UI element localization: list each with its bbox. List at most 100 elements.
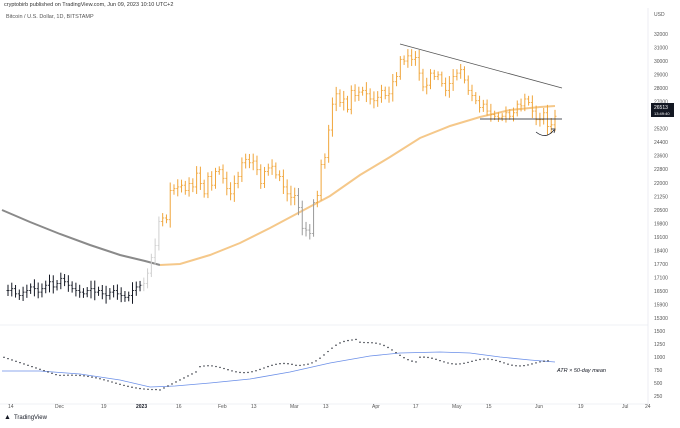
atr-dot xyxy=(355,338,357,341)
price-tick-label: 21250 xyxy=(654,194,668,200)
atr-dot xyxy=(519,365,521,367)
atr-dot xyxy=(3,356,5,359)
atr-dot xyxy=(359,341,361,343)
atr-dot xyxy=(23,363,25,365)
price-bar xyxy=(493,110,497,121)
price-bar xyxy=(36,282,40,299)
price-bar xyxy=(440,71,444,87)
price-bar xyxy=(527,95,531,106)
atr-dot xyxy=(95,377,97,379)
price-bar xyxy=(29,283,33,294)
price-bar xyxy=(436,71,440,81)
price-bar xyxy=(376,91,380,107)
price-bar xyxy=(210,171,214,191)
price-bar xyxy=(538,112,542,127)
atr-dot xyxy=(87,375,89,378)
atr-dot xyxy=(491,358,493,361)
atr-tick-label: 1000 xyxy=(654,355,665,361)
price-tick-label: 19800 xyxy=(654,221,668,227)
atr-dot xyxy=(343,340,345,343)
price-bar xyxy=(161,213,165,227)
price-bar xyxy=(138,280,142,292)
price-bar xyxy=(413,51,417,66)
price-bar xyxy=(481,99,485,112)
atr-dot xyxy=(167,385,169,387)
time-tick-label: 17 xyxy=(413,404,419,410)
atr-dot xyxy=(239,371,241,374)
time-tick-label: Jun xyxy=(535,404,543,410)
price-bar xyxy=(459,64,463,79)
atr-dot xyxy=(407,359,409,361)
time-tick-label: 19 xyxy=(578,404,584,410)
price-tick-label: 16500 xyxy=(654,289,668,295)
atr-dot xyxy=(267,365,269,368)
atr-dot xyxy=(479,358,481,361)
price-bar xyxy=(293,187,297,206)
price-bar xyxy=(146,268,150,289)
atr-dot xyxy=(259,368,261,371)
price-tick-label: 25200 xyxy=(654,127,668,133)
atr-dot xyxy=(163,387,165,389)
atr-dot xyxy=(303,364,305,366)
price-bar xyxy=(447,76,451,98)
price-bar xyxy=(142,277,146,292)
atr-dot xyxy=(243,371,245,374)
atr-dot xyxy=(483,358,485,360)
price-bar xyxy=(296,188,300,216)
atr-dot xyxy=(67,374,69,376)
price-bar xyxy=(134,281,138,296)
atr-dot xyxy=(295,364,297,367)
atr-dot xyxy=(63,374,65,376)
price-bar xyxy=(500,113,504,122)
price-bar xyxy=(429,69,433,90)
atr-tick-label: 1500 xyxy=(654,329,665,335)
price-bar xyxy=(383,86,387,100)
price-bar xyxy=(247,153,251,169)
tradingview-logo-icon: ▲ xyxy=(4,414,11,421)
atr-dot xyxy=(171,383,173,385)
price-bar xyxy=(417,49,421,81)
atr-dot xyxy=(155,388,157,391)
price-tick-label: 28000 xyxy=(654,86,668,92)
atr-dot xyxy=(203,365,205,367)
atr-tick-label: 250 xyxy=(654,394,663,400)
price-bar xyxy=(523,93,527,112)
atr-dot xyxy=(339,342,341,344)
atr-dot xyxy=(471,360,473,363)
time-axis: 14 Dec 19 2023 16 Feb 13 Mar 13 Apr 17 May 15 Jun 19 Ju… xyxy=(8,404,651,410)
price-bar xyxy=(402,55,406,65)
price-bar xyxy=(387,86,391,103)
atr-dot xyxy=(327,350,329,353)
price-bar xyxy=(274,162,278,179)
atr-dot xyxy=(15,360,17,363)
price-bar xyxy=(530,95,534,119)
time-tick-label: 13 xyxy=(323,404,329,410)
atr-dot xyxy=(279,363,281,365)
price-tick-label: 30000 xyxy=(654,59,668,65)
price-bar xyxy=(451,69,455,91)
atr-dot xyxy=(443,361,445,363)
atr-dot xyxy=(275,363,277,366)
atr-panel xyxy=(2,338,556,391)
current-time-label: 13:49:40 xyxy=(654,111,670,116)
price-bar xyxy=(81,288,85,298)
time-tick-label: 24 xyxy=(645,404,651,410)
atr-dot xyxy=(47,371,49,373)
time-tick-label: Apr xyxy=(372,404,380,410)
atr-dot xyxy=(91,376,93,378)
price-bar xyxy=(47,274,51,293)
price-bar xyxy=(232,175,236,202)
atr-mean-line xyxy=(2,351,556,388)
descending-trendline xyxy=(399,43,563,89)
price-bar xyxy=(289,185,293,206)
price-bar xyxy=(10,282,14,297)
atr-dot xyxy=(439,359,441,362)
atr-dot xyxy=(271,364,273,367)
price-bar xyxy=(300,200,304,236)
atr-dot xyxy=(195,371,197,373)
price-bar xyxy=(213,167,217,189)
atr-dot xyxy=(187,375,189,377)
price-bar xyxy=(206,172,210,199)
price-bar xyxy=(240,157,244,182)
atr-dot xyxy=(347,339,349,342)
